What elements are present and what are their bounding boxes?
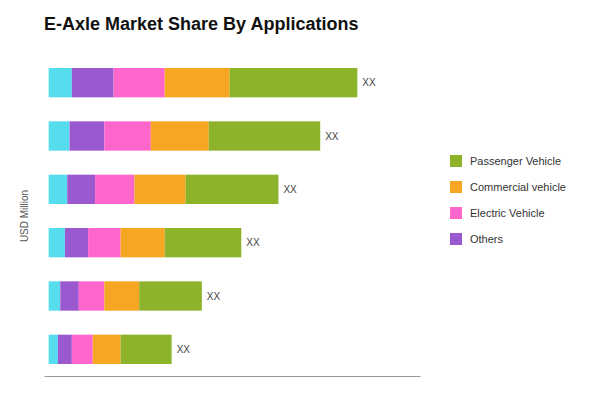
bar-segment: [49, 281, 61, 310]
plot: XX XX XX XX XX XX: [45, 68, 421, 377]
bar-segment: [135, 175, 186, 204]
series: [121, 68, 358, 364]
bar-segment: [72, 335, 93, 364]
bar-segment: [121, 228, 165, 257]
legend-label: Others: [470, 233, 504, 245]
legend-item: Others: [450, 233, 504, 245]
legend-item: Commercial vehicle: [450, 181, 566, 193]
bar-segment: [93, 335, 121, 364]
x-axis-line: [45, 376, 421, 377]
bar-segment: [72, 68, 114, 97]
bar-annotation: XX: [246, 237, 260, 248]
series: [93, 68, 230, 364]
legend-swatch: [450, 155, 462, 167]
legend-label: Electric Vehicle: [470, 207, 545, 219]
bar-annotation: XX: [362, 77, 376, 88]
bar-segment: [49, 121, 70, 150]
y-axis-title: USD Million: [19, 190, 30, 242]
bar-segment: [88, 228, 120, 257]
bar-segment: [49, 228, 65, 257]
bars: [49, 68, 358, 364]
legend-label: Passenger Vehicle: [470, 155, 561, 167]
annotations: XX XX XX XX XX XX: [177, 77, 376, 355]
bar-segment: [104, 281, 139, 310]
chart: E-Axle Market Share By ApplicationsXXXXX…: [0, 0, 600, 400]
bar-segment: [60, 281, 79, 310]
x-axis: [45, 376, 421, 377]
bar-segment: [165, 228, 242, 257]
series: [58, 68, 114, 364]
bar-annotation: XX: [177, 344, 191, 355]
series: [49, 68, 72, 364]
bar-segment: [58, 335, 72, 364]
legend-item: Passenger Vehicle: [450, 155, 561, 167]
bar-segment: [165, 68, 230, 97]
bar-annotation: XX: [325, 131, 339, 142]
bar-segment: [151, 121, 209, 150]
bar-segment: [114, 68, 165, 97]
bar-segment: [104, 121, 150, 150]
series: [72, 68, 165, 364]
bar-segment: [67, 175, 95, 204]
bar-segment: [209, 121, 320, 150]
bar-annotation: XX: [207, 291, 221, 302]
bar-segment: [49, 175, 68, 204]
bar-segment: [79, 281, 105, 310]
bar-segment: [49, 335, 58, 364]
legend-label: Commercial vehicle: [470, 181, 566, 193]
bar-annotation: XX: [283, 184, 297, 195]
legend-item: Electric Vehicle: [450, 207, 545, 219]
bar-segment: [49, 68, 72, 97]
bar-segment: [65, 228, 88, 257]
title: E-Axle Market Share By Applications: [44, 14, 358, 34]
bar-segment: [121, 335, 172, 364]
bar-segment: [139, 281, 202, 310]
legend-swatch: [450, 181, 462, 193]
legend: Passenger Vehicle Commercial vehicle Elect…: [450, 155, 566, 245]
bar-segment: [186, 175, 279, 204]
legend-swatch: [450, 207, 462, 219]
legend-swatch: [450, 233, 462, 245]
bar-segment: [95, 175, 134, 204]
bar-segment: [230, 68, 358, 97]
bar-segment: [70, 121, 105, 150]
